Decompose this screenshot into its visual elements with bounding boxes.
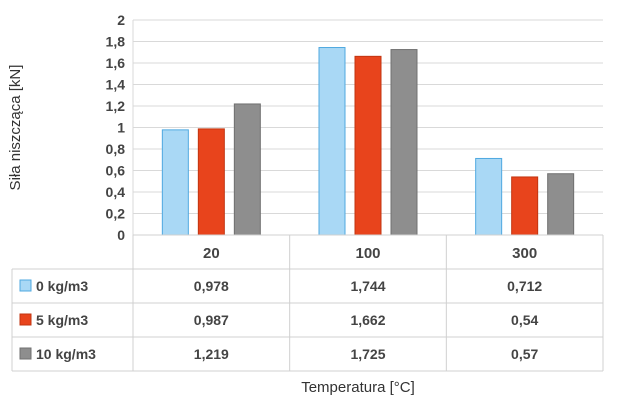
y-tick-label: 0,2 bbox=[106, 206, 126, 222]
x-tick-label: 20 bbox=[203, 245, 220, 262]
y-tick-label: 1,8 bbox=[106, 34, 126, 50]
y-tick-label: 0,4 bbox=[106, 184, 126, 200]
bar-5kgm3-100 bbox=[354, 55, 382, 236]
bar-10kgm3-300 bbox=[547, 173, 575, 236]
y-tick-label: 1,2 bbox=[106, 98, 126, 114]
data-label: 0,54 bbox=[511, 312, 538, 328]
y-tick-label: 0 bbox=[117, 227, 125, 243]
legend-swatch bbox=[19, 279, 32, 292]
bars bbox=[161, 47, 575, 236]
bar-5kgm3-300 bbox=[511, 176, 539, 236]
legend-swatch bbox=[19, 313, 32, 326]
data-label: 0,987 bbox=[194, 312, 229, 328]
x-tick-label: 100 bbox=[355, 245, 380, 262]
data-label: 1,725 bbox=[350, 346, 385, 362]
y-tick-label: 0,8 bbox=[106, 141, 126, 157]
y-axis-label: Siła niszcząca [kN] bbox=[7, 65, 24, 191]
bar-10kgm3-100 bbox=[390, 49, 418, 236]
bar-5kgm3-20 bbox=[197, 128, 225, 236]
y-tick-label: 1,4 bbox=[106, 77, 126, 93]
bar-0kgm3-20 bbox=[161, 129, 189, 236]
y-tick-label: 1 bbox=[117, 120, 125, 136]
bar-0kgm3-100 bbox=[318, 47, 346, 236]
bar-0kgm3-300 bbox=[475, 157, 503, 236]
data-label: 1,744 bbox=[350, 278, 385, 294]
y-tick-label: 2 bbox=[117, 12, 125, 28]
data-label: 1,219 bbox=[194, 346, 229, 362]
data-label: 0,712 bbox=[507, 278, 542, 294]
legend-entry: 0 kg/m3 bbox=[36, 278, 88, 294]
data-label: 0,978 bbox=[194, 278, 229, 294]
legend-entry: 10 kg/m3 bbox=[36, 346, 96, 362]
x-tick-label: 300 bbox=[512, 245, 537, 262]
legend-entry: 5 kg/m3 bbox=[36, 312, 88, 328]
x-axis-label: Temperatura [°C] bbox=[301, 379, 415, 396]
data-label: 1,662 bbox=[350, 312, 385, 328]
y-tick-label: 1,6 bbox=[106, 55, 126, 71]
legend-swatch bbox=[19, 347, 32, 360]
y-axis-ticks: 0 0,2 0,4 0,6 0,8 1 1,2 1,4 1,6 1,8 2 bbox=[106, 12, 126, 243]
y-tick-label: 0,6 bbox=[106, 163, 126, 179]
data-table: 20 100 300 0 kg/m3 0,978 1,744 0,712 5 kg/m3 0,9… bbox=[11, 234, 604, 372]
bar-10kgm3-20 bbox=[233, 103, 261, 236]
data-label: 0,57 bbox=[511, 346, 538, 362]
